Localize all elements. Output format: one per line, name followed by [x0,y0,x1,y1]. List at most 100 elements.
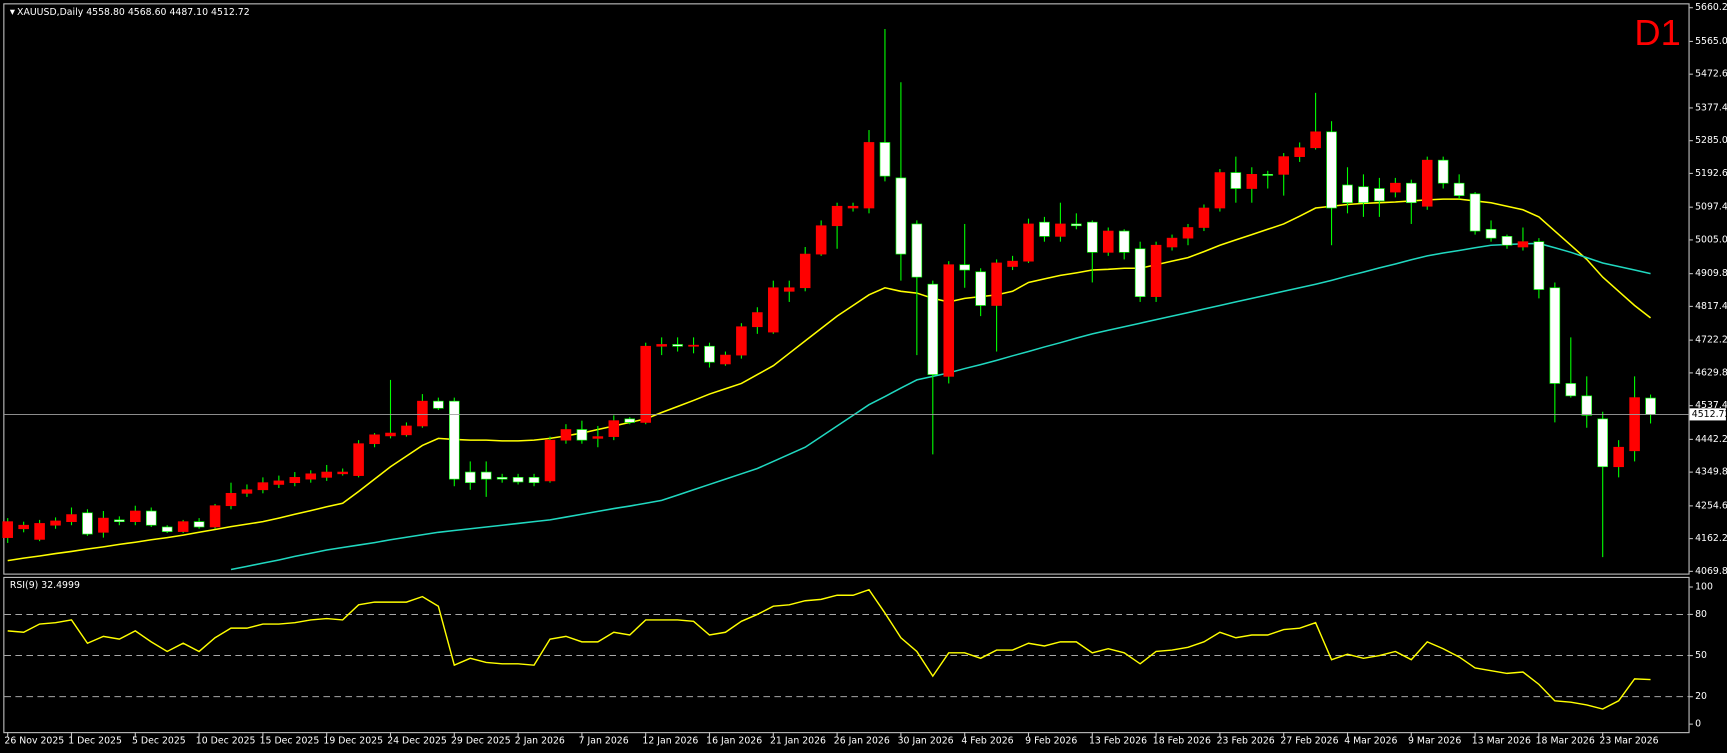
candle-body [1134,248,1146,297]
candle-body [241,489,253,494]
y-tick-label: 5097.40 [1695,202,1727,213]
x-tick-label: 4 Mar 2026 [1344,735,1397,746]
candle-body [1326,131,1337,209]
candle-body [831,205,843,227]
candle-body [209,505,221,528]
x-tick-label: 4 Feb 2026 [961,735,1013,746]
candle-body [464,471,476,484]
rsi-line [7,588,1651,710]
candle-body [704,345,715,363]
x-tick-label: 30 Jan 2026 [898,735,954,746]
y-tick-label: 4069.80 [1695,566,1727,577]
x-tick-label: 15 Dec 2025 [260,735,320,746]
candle-body [895,177,907,255]
candle-body [289,477,301,484]
y-tick-label: 20 [1695,691,1707,702]
candle-body [1342,184,1353,204]
x-tick-label: 18 Mar 2026 [1536,735,1595,746]
candle-body [273,480,285,485]
candle-body [1310,131,1321,149]
x-tick-label: 26 Jan 2026 [834,735,890,746]
x-tick-label: 10 Dec 2025 [196,735,256,746]
candle-body [114,519,125,522]
candle-body [50,520,61,526]
candle-body [799,253,811,289]
header-close: 4512.72 [211,7,250,18]
candle-body [1437,159,1449,184]
candle-body [1150,244,1162,297]
x-tick-label: 24 Dec 2025 [387,735,447,746]
candle-body [1118,230,1130,253]
x-tick-label: 27 Feb 2026 [1280,735,1338,746]
x-tick-label: 1 Dec 2025 [68,735,122,746]
candle-body [1102,230,1114,253]
candle-body [1581,395,1593,416]
candle-body [305,473,317,480]
rsi-title: RSI(9) 32.4999 [10,580,80,591]
y-tick-label: 5192.60 [1695,168,1727,179]
y-tick-label: 50 [1695,650,1707,661]
candle-body [130,510,141,522]
candle-body [1597,418,1608,468]
candle-body [1390,182,1401,193]
y-tick-label: 4254.60 [1695,500,1727,511]
main-panel-frame [3,3,1690,575]
candle-body [1294,147,1305,157]
symbol: XAUUSD,Daily [17,7,84,18]
candle-body [161,526,173,532]
candle-body [369,434,380,445]
candle-body [672,344,683,347]
candle-body [1406,182,1417,204]
candle-body [927,283,939,375]
header-arrow: ▼ [10,8,17,16]
candle-body [496,477,508,480]
candle-body [2,521,13,538]
moving-average-line [230,242,1651,571]
x-tick-label: 7 Jan 2026 [579,735,629,746]
candle-body [1629,397,1640,452]
candle-body [1533,241,1545,290]
candle-body [1023,223,1034,262]
x-tick-label: 21 Jan 2026 [770,735,826,746]
y-tick-label: 5565.00 [1695,36,1727,47]
y-tick-label: 5005.00 [1695,234,1727,245]
candle-body [640,345,651,423]
y-tick-label: 4442.20 [1695,434,1727,445]
y-tick-label: 80 [1695,609,1707,620]
candle-body [480,471,492,480]
x-tick-label: 13 Mar 2026 [1472,735,1531,746]
candle-body [98,517,109,533]
candle-body [1166,237,1178,248]
candle-body [225,492,237,507]
y-tick-label: 4722.20 [1695,335,1727,346]
candle-body [528,477,540,484]
candle-body [815,225,827,255]
x-tick-label: 12 Jan 2026 [642,735,698,746]
x-tick-label: 2 Jan 2026 [515,735,565,746]
candle-body [736,326,747,356]
x-tick-label: 19 Dec 2025 [323,735,383,746]
x-tick-label: 26 Nov 2025 [4,735,64,746]
y-tick-label: 5377.40 [1695,102,1727,113]
y-tick-label: 5472.60 [1695,69,1727,80]
candle-body [34,523,45,540]
candle-body [401,425,412,436]
candle-body [544,439,556,482]
y-tick-label: 0 [1695,719,1701,730]
candle-body [847,205,859,209]
candle-body [1071,223,1082,227]
x-tick-label: 9 Mar 2026 [1408,735,1461,746]
candle-body [656,344,667,347]
candle-body [1517,241,1529,248]
candle-body [608,420,620,437]
candle-body [512,477,524,483]
x-tick-label: 23 Mar 2026 [1599,735,1658,746]
x-tick-label: 29 Dec 2025 [451,735,511,746]
candle-body [1262,174,1274,176]
candle-body [975,271,986,306]
candle-body [417,400,428,427]
chart-header: ▼ XAUUSD,Daily 4558.80 4568.60 4487.10 4… [10,7,250,18]
